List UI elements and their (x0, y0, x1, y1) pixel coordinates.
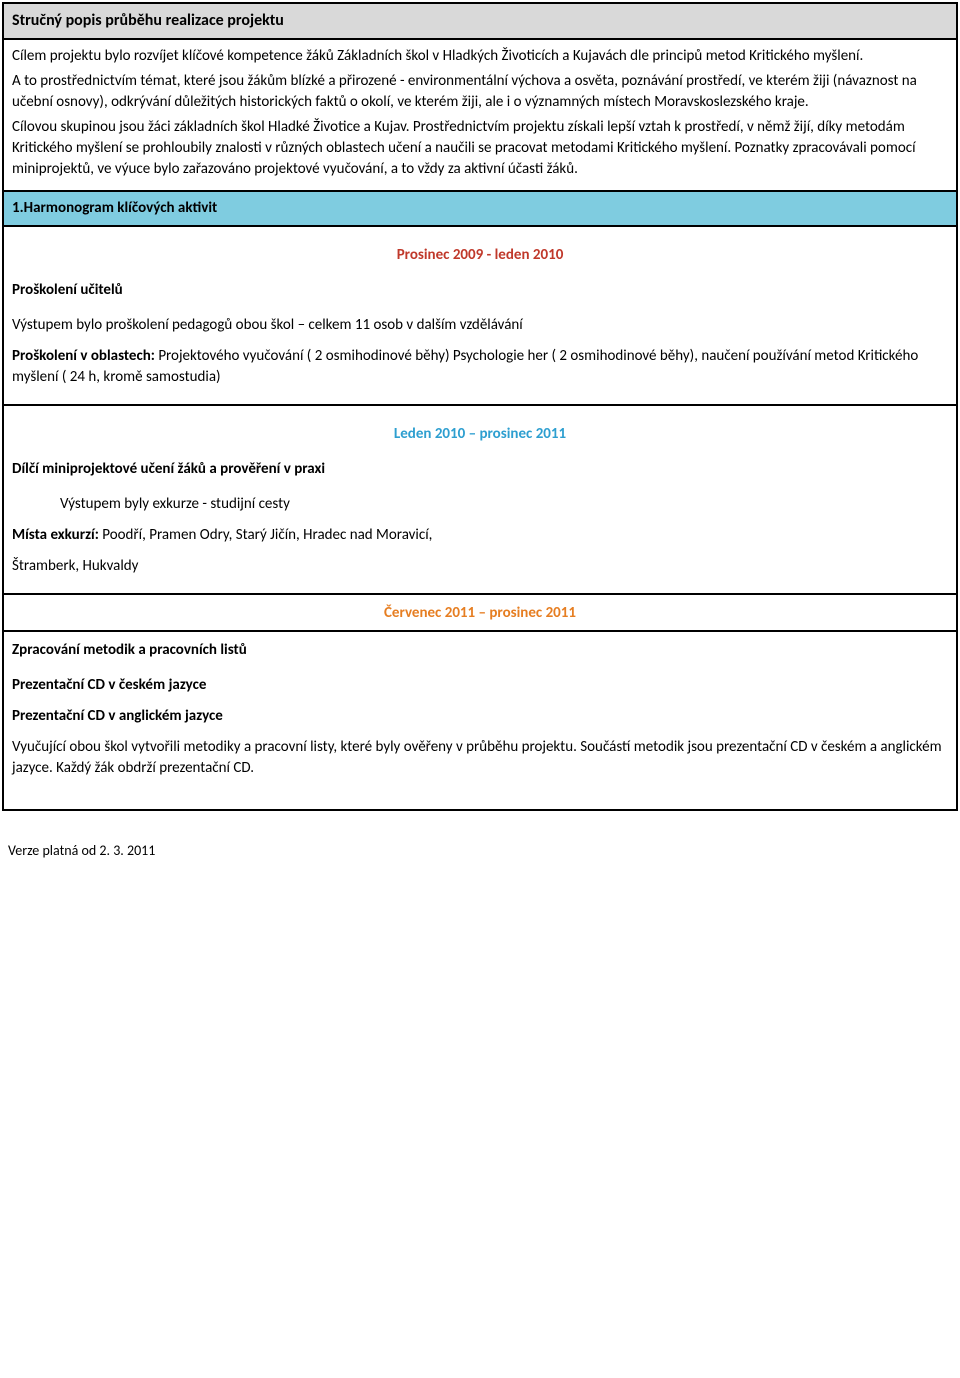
block-1: Prosinec 2009 - leden 2010 Proškolení uč… (3, 226, 957, 405)
block-2-places-line2: Štramberk, Hukvaldy (12, 556, 948, 577)
section-header-title: Stručný popis průběhu realizace projektu (12, 11, 284, 30)
intro-p2: A to prostřednictvím témat, které jsou ž… (12, 71, 948, 113)
block-2-places: Místa exkurzí: Poodří, Pramen Odry, Star… (12, 525, 948, 546)
block-3-cd-cz: Prezentační CD v českém jazyce (12, 675, 948, 696)
block-3-date-row: Červenec 2011 – prosinec 2011 (3, 594, 957, 631)
footer: Verze platná od 2. 3. 2011 (0, 813, 960, 869)
block-1-date: Prosinec 2009 - leden 2010 (12, 245, 948, 266)
block-2: Leden 2010 – prosinec 2011 Dílčí minipro… (3, 405, 957, 594)
document-table: Stručný popis průběhu realizace projektu… (2, 2, 958, 811)
block-3-title: Zpracování metodik a pracovních listů (12, 640, 948, 661)
section-header: Stručný popis průběhu realizace projektu (3, 3, 957, 39)
block-3-desc: Vyučující obou škol vytvořili metodiky a… (12, 737, 948, 779)
harmonogram-header: 1.Harmonogram klíčových aktivit (3, 191, 957, 226)
block-2-title: Dílčí miniprojektové učení žáků a prověř… (12, 459, 948, 480)
block-2-outcome: Výstupem byly exkurze - studijní cesty (12, 494, 948, 515)
block-2-date: Leden 2010 – prosinec 2011 (12, 424, 948, 445)
intro-p3: Cílovou skupinou jsou žáci základních šk… (12, 117, 948, 180)
block-3: Zpracování metodik a pracovních listů Pr… (3, 631, 957, 810)
block-2-places-text: Poodří, Pramen Odry, Starý Jičín, Hradec… (99, 526, 433, 544)
block-1-outcome: Výstupem bylo proškolení pedagogů obou š… (12, 315, 948, 336)
intro-p1: Cílem projektu bylo rozvíjet klíčové kom… (12, 46, 948, 67)
block-3-cd-en: Prezentační CD v anglickém jazyce (12, 706, 948, 727)
block-3-date: Červenec 2011 – prosinec 2011 (12, 603, 948, 624)
block-2-places-label: Místa exkurzí: (12, 526, 99, 544)
block-1-areas-label: Proškolení v oblastech: (12, 347, 155, 365)
block-1-title: Proškolení učitelů (12, 280, 948, 301)
intro-cell: Cílem projektu bylo rozvíjet klíčové kom… (3, 39, 957, 191)
footer-version: Verze platná od 2. 3. 2011 (8, 842, 155, 859)
harmonogram-title: 1.Harmonogram klíčových aktivit (12, 199, 217, 217)
block-1-areas: Proškolení v oblastech: Projektového vyu… (12, 346, 948, 388)
